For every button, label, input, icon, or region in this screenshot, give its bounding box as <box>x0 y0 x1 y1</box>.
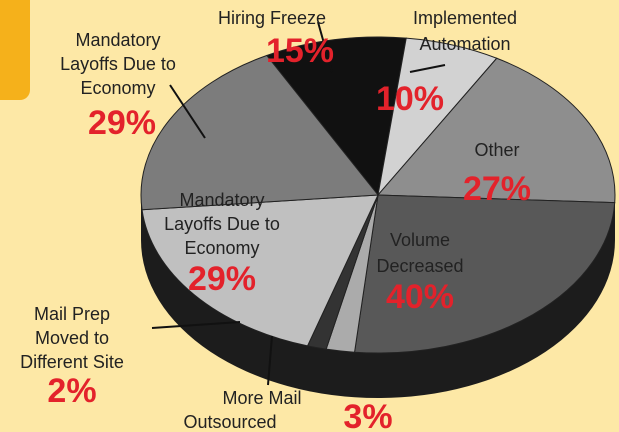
value-label: 40% <box>386 278 454 316</box>
leader-line <box>169 84 206 139</box>
leader-line <box>409 64 446 73</box>
leader-line <box>267 335 273 386</box>
label-line: Economy <box>80 78 155 98</box>
pie-slice <box>141 194 379 347</box>
slice-label: Hiring Freeze <box>218 8 326 28</box>
label-line: Mandatory <box>179 190 264 210</box>
value-label: 2% <box>47 372 96 410</box>
pie-slice <box>376 57 616 204</box>
labels: Hiring Freeze 15% Implemented Automation 10%… <box>20 8 531 432</box>
slice-label: Mandatory Layoffs Due to Economy <box>60 30 176 98</box>
value-label: 15% <box>266 32 334 70</box>
slice-label: Other <box>474 140 519 160</box>
value-label: 29% <box>188 260 256 298</box>
label-line: Other <box>474 140 519 160</box>
label-line: Outsourced <box>183 412 276 432</box>
label-line: Volume <box>390 230 450 250</box>
pie-slice <box>265 36 407 197</box>
value-label: 29% <box>88 104 156 142</box>
slice-label: Mail Prep Moved to Different Site <box>20 304 124 372</box>
value-label: 27% <box>463 170 531 208</box>
label-line: Automation <box>419 34 510 54</box>
value-label: 10% <box>376 80 444 118</box>
label-line: Decreased <box>376 256 463 276</box>
value-label: 3% <box>343 398 392 432</box>
leader-lines <box>151 21 446 386</box>
pie-slice <box>353 194 616 354</box>
label-line: Hiring Freeze <box>218 8 326 28</box>
label-line: Moved to <box>35 328 109 348</box>
slice-label: Mandatory Layoffs Due to Economy <box>164 190 280 258</box>
label-line: Different Site <box>20 352 124 372</box>
label-line: Layoffs Due to <box>164 214 280 234</box>
label-line: Layoffs Due to <box>60 54 176 74</box>
label-line: Economy <box>184 238 259 258</box>
leader-line <box>317 21 333 73</box>
pie-slice <box>140 54 379 211</box>
label-line: Implemented <box>413 8 517 28</box>
tab <box>0 0 30 100</box>
leader-line <box>151 321 241 329</box>
label-line: Mandatory <box>75 30 160 50</box>
slice-label: More Mail Outsourced <box>183 388 301 432</box>
pie <box>140 36 616 398</box>
label-line: Mail Prep <box>34 304 110 324</box>
slice-label: Volume Decreased <box>376 230 463 276</box>
label-line: More Mail <box>222 388 301 408</box>
slice-label: Implemented Automation <box>413 8 517 54</box>
